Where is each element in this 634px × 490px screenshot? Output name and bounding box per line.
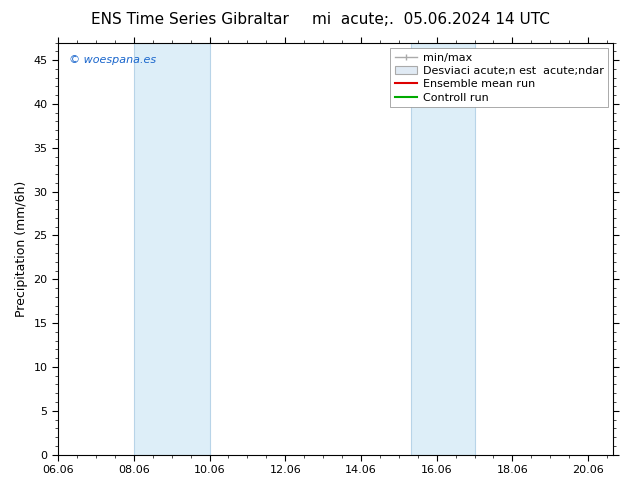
Bar bbox=[411, 43, 474, 455]
Text: mi  acute;.  05.06.2024 14 UTC: mi acute;. 05.06.2024 14 UTC bbox=[312, 12, 550, 27]
Text: © woespana.es: © woespana.es bbox=[69, 55, 157, 65]
Bar bbox=[134, 43, 209, 455]
Legend: min/max, Desviaci acute;n est  acute;ndar, Ensemble mean run, Controll run: min/max, Desviaci acute;n est acute;ndar… bbox=[391, 48, 608, 107]
Y-axis label: Precipitation (mm/6h): Precipitation (mm/6h) bbox=[15, 180, 28, 317]
Text: ENS Time Series Gibraltar: ENS Time Series Gibraltar bbox=[91, 12, 289, 27]
